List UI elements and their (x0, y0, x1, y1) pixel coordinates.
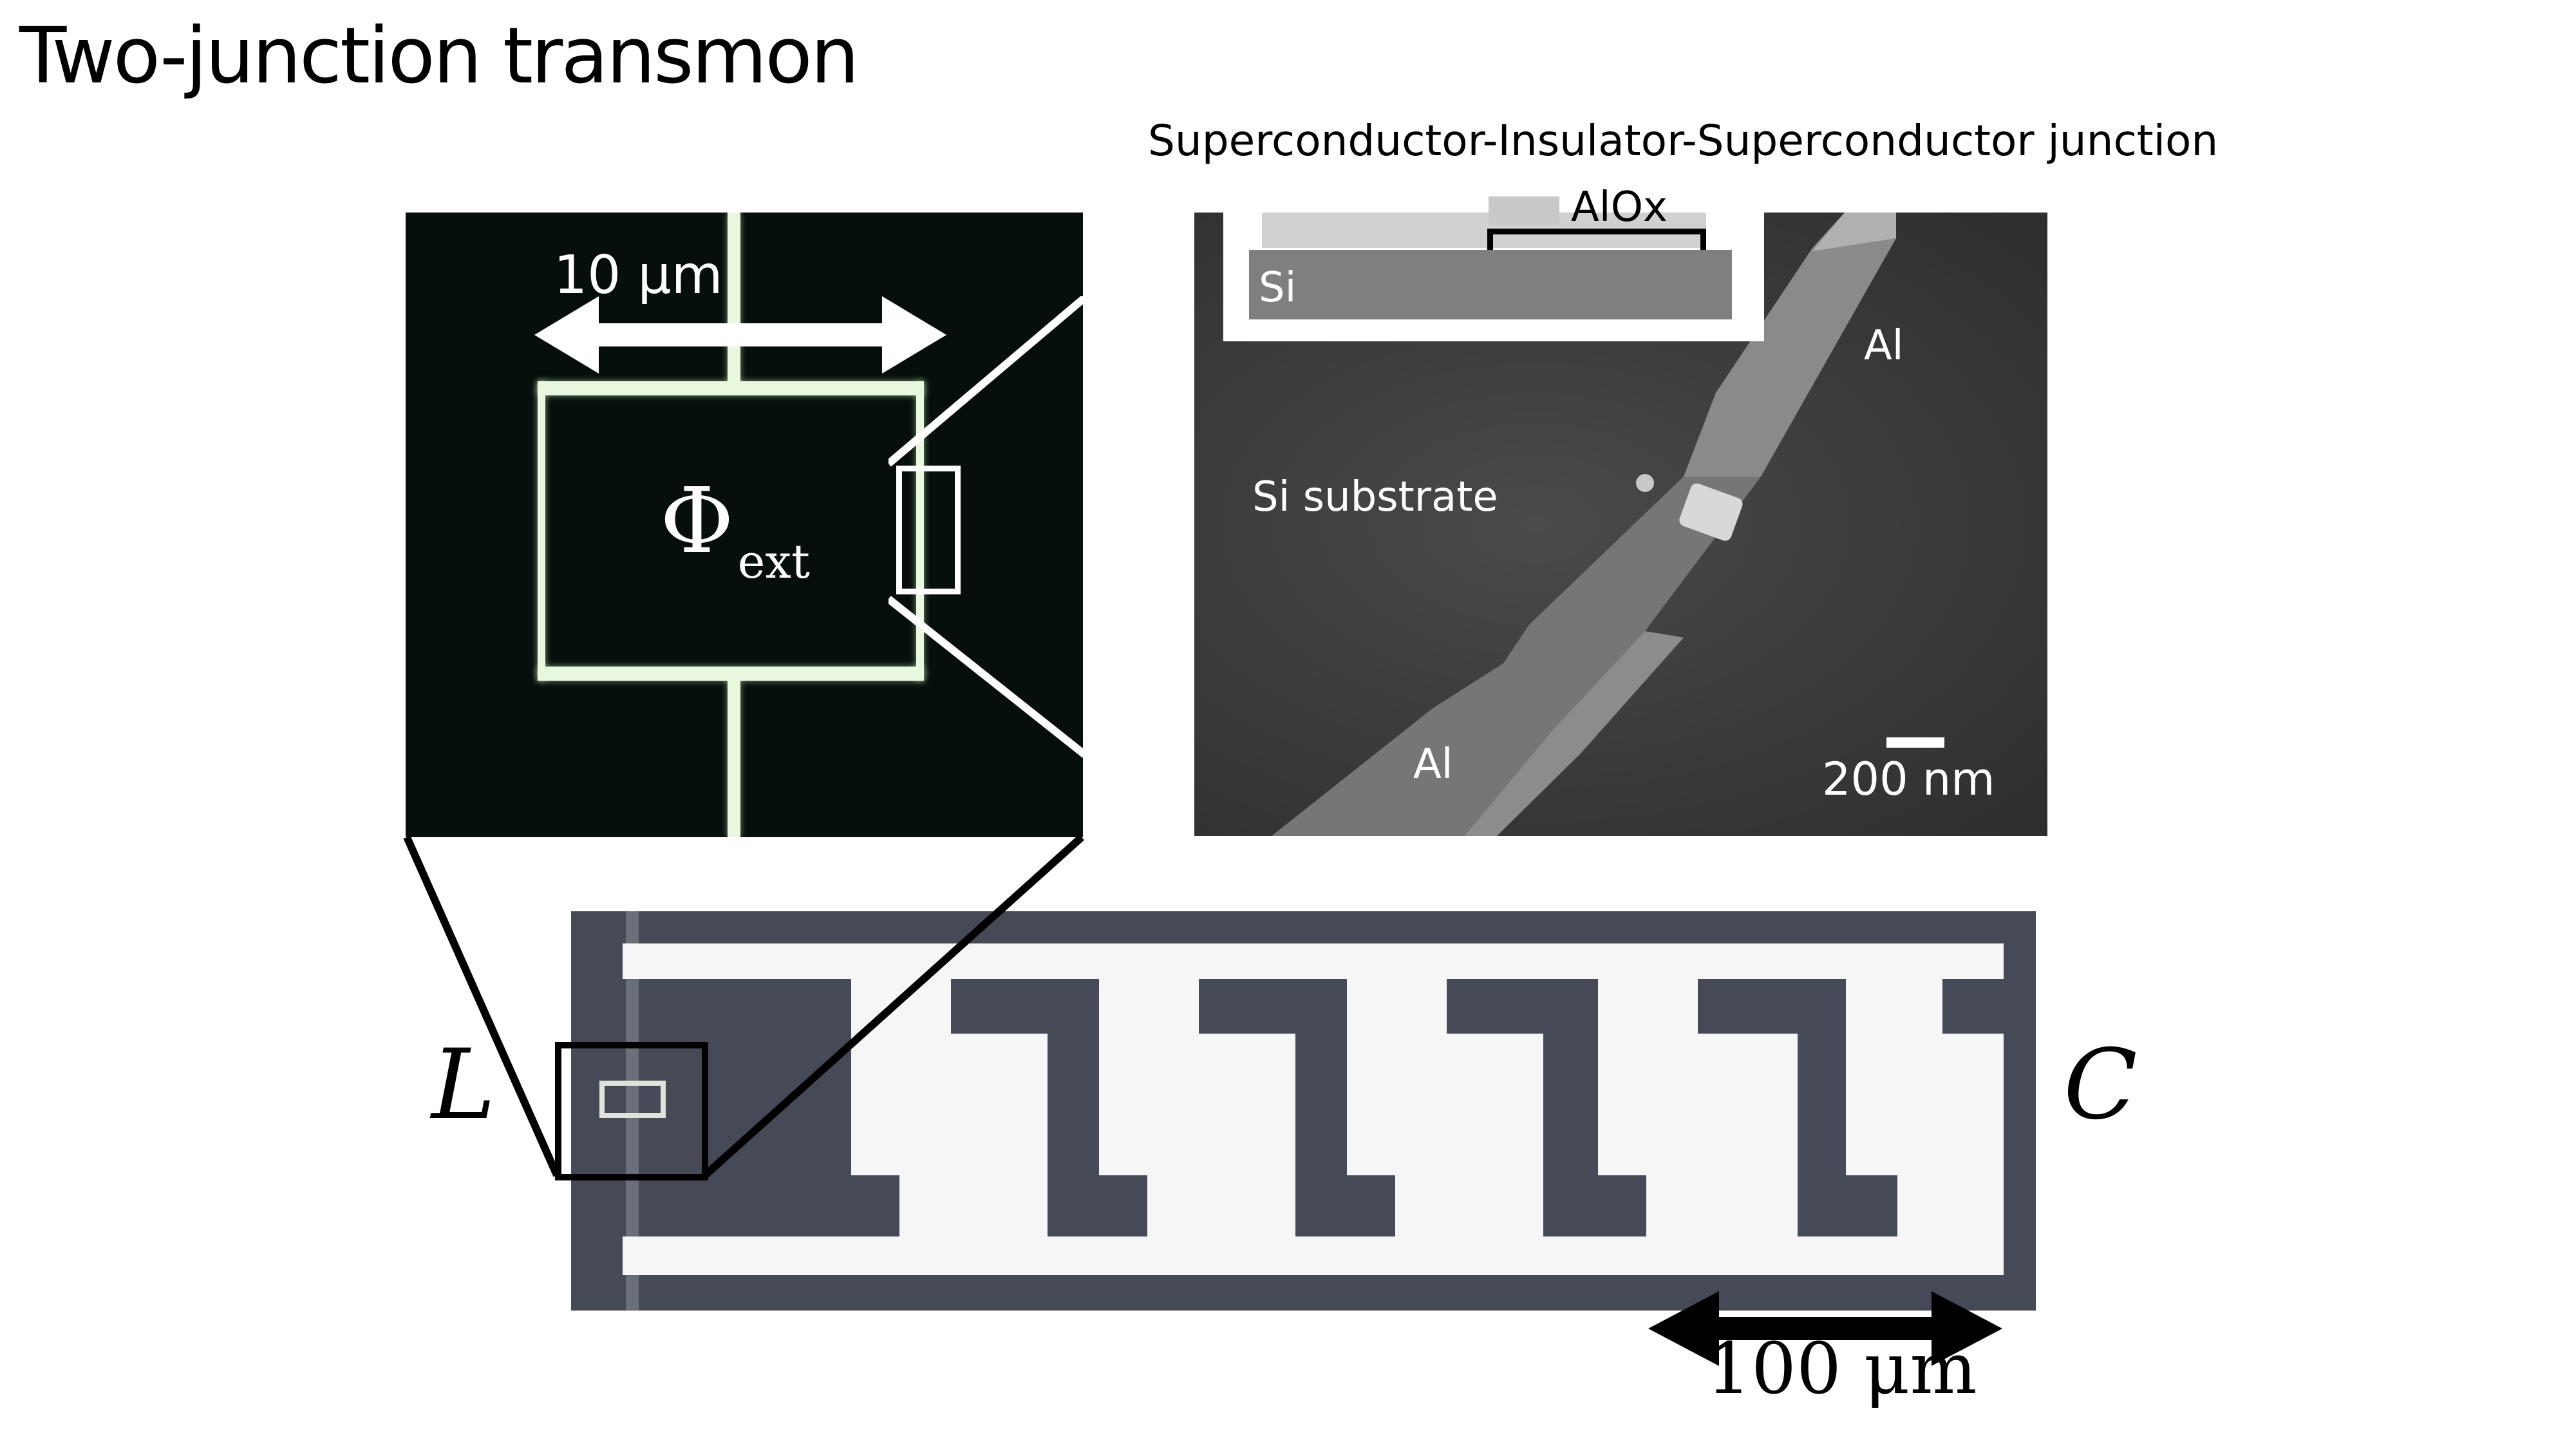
loop-left-edge (538, 381, 545, 681)
flux-label: Φext (660, 477, 810, 585)
loop-bottom-edge (538, 667, 924, 681)
al-label-bottom: Al (1413, 741, 1453, 788)
layer-cross-section: AlOx Si (1223, 187, 1764, 341)
zoom-connector-junction (888, 296, 1087, 758)
loop-top-edge (538, 381, 924, 395)
scale-arrow-10um (534, 296, 946, 374)
oxide-label: AlOx (1571, 184, 1668, 231)
flux-subscript: ext (737, 535, 810, 589)
zoom-connector-squid (403, 834, 1085, 1179)
interdigital-capacitor (599, 911, 2004, 1311)
si-label: Si (1259, 264, 1297, 312)
al-top-layer (1489, 196, 1559, 225)
scale-label-100um: 100 μm (1706, 1327, 1977, 1410)
al-label-top: Al (1864, 322, 1904, 370)
scale-label-10um: 10 μm (554, 245, 723, 306)
junction-highlight-box (896, 466, 961, 594)
sis-junction-title: Superconductor-Insulator-Superconductor … (1148, 116, 2219, 166)
lead-bottom (728, 676, 740, 837)
substrate-label: Si substrate (1252, 473, 1498, 521)
squid-zoom-box (555, 1042, 708, 1180)
oxide-bracket (1487, 229, 1706, 252)
capacitor-label: C (2064, 1029, 2138, 1141)
inductor-label: L (431, 1029, 496, 1141)
loop-right-edge (916, 381, 924, 681)
scale-arrow-100um (1648, 1291, 2002, 1366)
scale-bar-200nm (1886, 737, 1944, 748)
al-electrode-strip (1272, 213, 1896, 836)
si-layer (1249, 250, 1732, 319)
optical-micrograph: 10 μm Φext (406, 213, 1083, 837)
page-title: Two-junction transmon (19, 12, 860, 101)
flux-symbol: Φ (660, 469, 734, 574)
chip-micrograph (571, 911, 2036, 1311)
scale-label-200nm: 200 nm (1822, 753, 1995, 806)
